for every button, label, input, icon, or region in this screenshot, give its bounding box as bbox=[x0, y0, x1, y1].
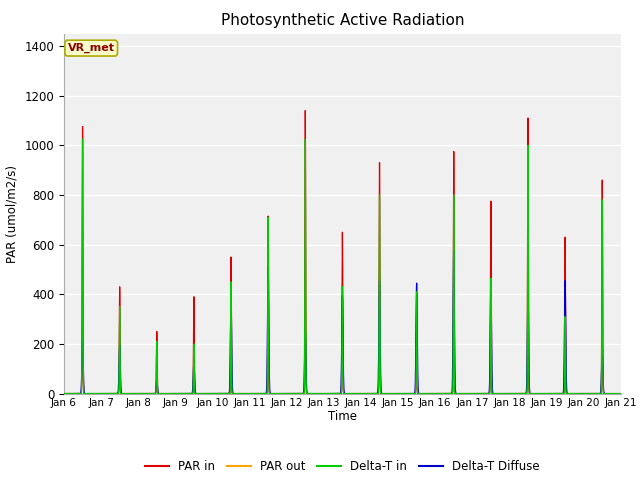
X-axis label: Time: Time bbox=[328, 410, 357, 423]
Legend: PAR in, PAR out, Delta-T in, Delta-T Diffuse: PAR in, PAR out, Delta-T in, Delta-T Dif… bbox=[140, 455, 545, 478]
Text: VR_met: VR_met bbox=[68, 43, 115, 53]
Y-axis label: PAR (umol/m2/s): PAR (umol/m2/s) bbox=[6, 165, 19, 263]
Title: Photosynthetic Active Radiation: Photosynthetic Active Radiation bbox=[221, 13, 464, 28]
